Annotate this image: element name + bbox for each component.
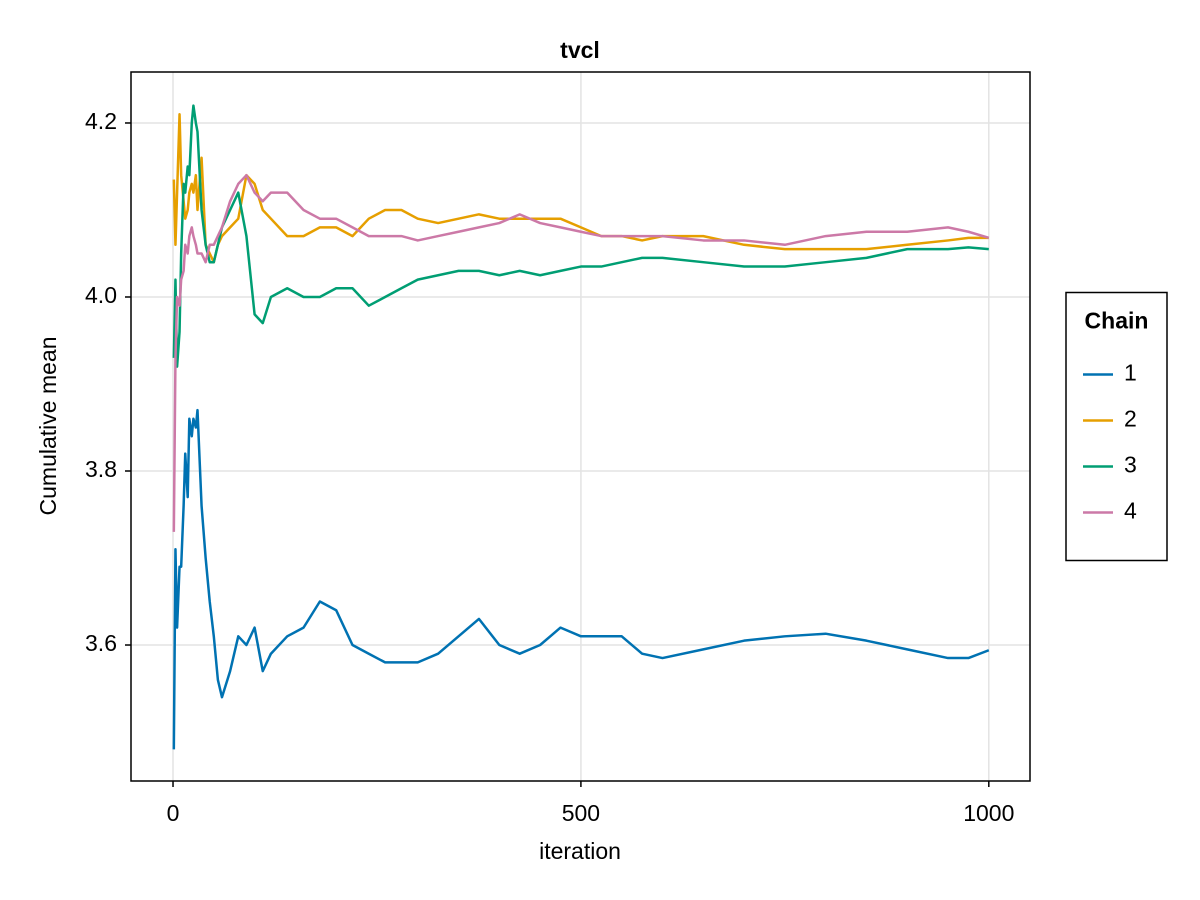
y-axis-label: Cumulative mean	[35, 337, 61, 516]
series-line	[172, 173, 990, 532]
x-tick-label: 500	[562, 800, 600, 826]
y-tick-label: 4.2	[85, 108, 117, 134]
legend-label: 4	[1124, 498, 1137, 524]
x-axis-label: iteration	[539, 838, 621, 864]
legend-box	[1065, 291, 1168, 562]
x-tick-label: 0	[167, 800, 180, 826]
x-tick-label: 1000	[963, 800, 1014, 826]
legend-label: 3	[1124, 452, 1137, 478]
legend-title: Chain	[1085, 308, 1149, 334]
legend-label: 2	[1124, 406, 1137, 432]
y-tick-label: 3.6	[85, 630, 117, 656]
series-line	[172, 408, 990, 750]
plot-frame	[130, 71, 1031, 782]
chart-title: tvcl	[560, 37, 600, 63]
legend-label: 1	[1124, 360, 1137, 386]
y-tick-label: 3.8	[85, 456, 117, 482]
y-tick-label: 4.0	[85, 282, 117, 308]
series-line	[172, 104, 989, 368]
